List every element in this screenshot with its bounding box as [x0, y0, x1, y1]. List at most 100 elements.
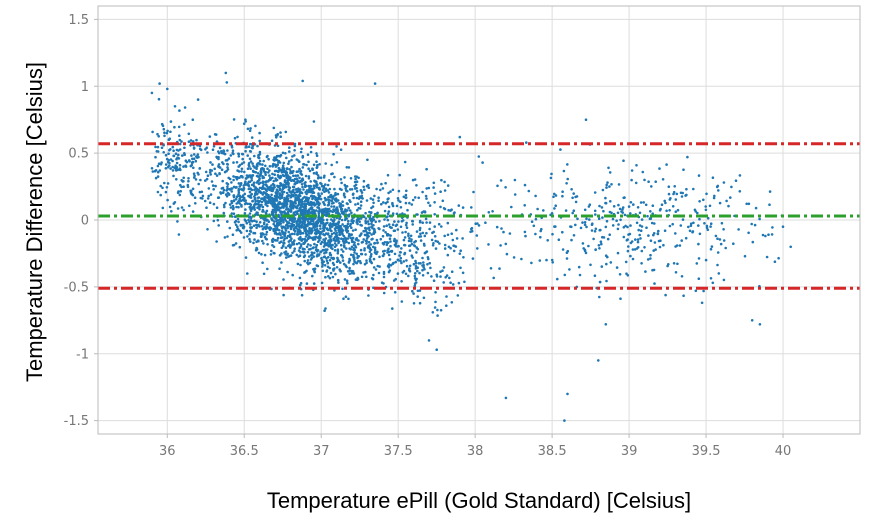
x-tick-label: 37	[313, 444, 330, 459]
data-point	[401, 212, 404, 215]
data-point	[222, 188, 226, 192]
data-point	[244, 118, 247, 121]
data-point	[249, 216, 253, 220]
data-point	[386, 241, 390, 244]
data-point	[164, 153, 168, 157]
data-point	[332, 238, 336, 241]
data-point	[304, 184, 307, 187]
data-point	[287, 221, 290, 224]
data-point	[678, 244, 682, 247]
data-point	[307, 255, 311, 258]
data-point	[245, 176, 248, 180]
data-point	[298, 176, 301, 180]
data-point	[499, 179, 503, 182]
data-point	[284, 152, 287, 155]
data-point	[162, 127, 166, 131]
data-point	[380, 202, 383, 206]
data-point	[341, 259, 345, 262]
data-point	[274, 210, 278, 214]
data-point	[334, 211, 338, 215]
data-point	[368, 231, 371, 235]
data-point	[369, 243, 373, 246]
data-point	[716, 251, 720, 254]
data-point	[287, 210, 290, 213]
data-point	[326, 228, 330, 232]
data-point	[545, 258, 548, 262]
data-point	[372, 273, 375, 277]
data-point	[328, 235, 332, 239]
data-point	[236, 135, 239, 139]
data-point	[653, 241, 657, 244]
data-point	[260, 235, 263, 238]
data-point	[321, 248, 325, 252]
data-point	[635, 247, 639, 250]
data-point	[382, 243, 386, 246]
data-point	[378, 255, 381, 259]
data-point	[266, 243, 269, 246]
data-point	[395, 212, 399, 216]
data-point	[179, 189, 182, 193]
data-point	[326, 204, 330, 207]
data-point	[672, 190, 676, 194]
data-point	[325, 208, 328, 211]
data-point	[194, 159, 198, 163]
data-point	[312, 120, 316, 123]
data-point	[205, 206, 208, 209]
data-point	[238, 229, 242, 233]
data-point	[166, 87, 169, 91]
data-point	[391, 307, 394, 310]
data-point	[192, 146, 196, 149]
data-point	[326, 189, 330, 192]
data-point	[201, 194, 205, 198]
data-point	[253, 166, 256, 169]
data-point	[671, 205, 675, 208]
data-point	[542, 209, 545, 212]
data-point	[255, 246, 258, 250]
data-point	[300, 183, 304, 186]
data-point	[487, 243, 490, 246]
data-point	[178, 134, 181, 137]
data-point	[279, 135, 283, 138]
data-point	[593, 191, 597, 194]
data-point	[433, 235, 437, 238]
data-point	[714, 234, 718, 238]
data-point	[295, 242, 299, 246]
data-point	[255, 174, 259, 178]
data-point	[228, 187, 231, 191]
data-point	[393, 220, 396, 223]
data-point	[292, 242, 296, 245]
data-point	[270, 249, 273, 253]
data-point	[250, 183, 254, 187]
data-point	[297, 255, 300, 258]
data-point	[392, 261, 395, 265]
data-point	[332, 263, 336, 267]
data-point	[322, 233, 325, 236]
data-point	[253, 219, 256, 222]
x-tick-label: 39.5	[692, 444, 721, 459]
data-point	[627, 205, 631, 208]
data-point	[309, 150, 313, 154]
data-point	[278, 232, 282, 236]
data-point	[432, 230, 436, 234]
data-point	[615, 219, 618, 222]
data-point	[508, 232, 512, 235]
data-point	[622, 226, 626, 229]
data-point	[281, 227, 284, 230]
data-point	[404, 193, 408, 197]
data-point	[199, 178, 202, 182]
data-point	[175, 178, 178, 181]
data-point	[250, 179, 253, 182]
data-point	[292, 185, 296, 189]
data-point	[191, 157, 194, 161]
data-point	[150, 91, 154, 95]
data-point	[339, 261, 342, 264]
data-point	[222, 203, 226, 207]
data-point	[424, 217, 428, 221]
data-point	[275, 156, 278, 159]
data-point	[347, 206, 351, 210]
data-point	[324, 232, 328, 235]
data-point	[387, 223, 391, 226]
data-point	[250, 192, 253, 196]
data-point	[773, 260, 777, 264]
data-point	[440, 225, 443, 228]
